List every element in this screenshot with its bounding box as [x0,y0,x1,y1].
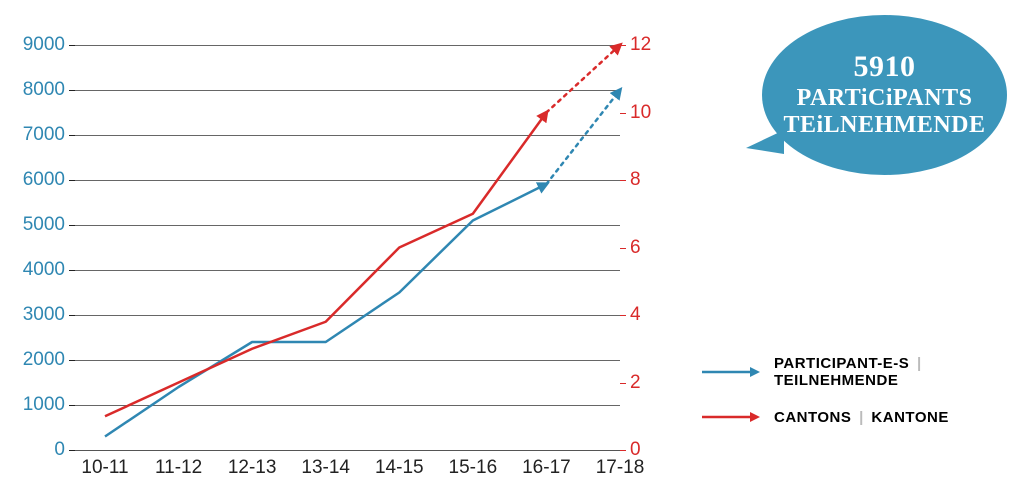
tick-mark [620,450,626,451]
series-cantons-projection [546,45,620,113]
y-left-tick-label: 3000 [10,304,65,326]
legend: PARTICIPANT-E-S | TEILNEHMENDE CANTONS | … [700,355,1032,445]
y-left-tick-label: 6000 [10,169,65,191]
callout-bubble-tail [746,130,784,154]
chart-lines [75,45,620,450]
y-right-tick-label: 8 [630,169,685,191]
y-left-tick-label: 2000 [10,349,65,371]
x-tick-label: 16-17 [522,457,571,479]
legend-item: CANTONS | KANTONE [700,407,1032,427]
tick-mark [69,450,75,451]
y-left-tick-label: 0 [10,439,65,461]
y-right-tick-label: 10 [630,102,685,124]
x-tick-label: 10-11 [81,457,128,479]
tick-mark [620,248,626,249]
legend-label: CANTONS | KANTONE [774,409,949,426]
x-tick-label: 17-18 [596,457,645,479]
x-tick-label: 13-14 [301,457,350,479]
tick-mark [620,45,626,46]
y-left-tick-label: 1000 [10,394,65,416]
x-tick-label: 12-13 [228,457,277,479]
callout-label-1: PARTiCiPANTS [797,85,973,113]
x-tick-label: 11-12 [155,457,202,479]
tick-mark [620,383,626,384]
legend-item: PARTICIPANT-E-S | TEILNEHMENDE [700,355,1032,389]
figure: 0100020003000400050006000700080009000 02… [0,0,1032,502]
callout-label-2: TEiLNEHMENDE [783,112,985,140]
y-left-tick-label: 8000 [10,79,65,101]
series-cantons-solid [105,113,546,417]
callout-bubble: 5910 PARTiCiPANTS TEiLNEHMENDE [762,15,1007,175]
y-right-tick-label: 12 [630,34,685,56]
y-left-tick-label: 5000 [10,214,65,236]
x-tick-label: 14-15 [375,457,424,479]
tick-mark [620,180,626,181]
x-tick-label: 15-16 [449,457,498,479]
legend-label: PARTICIPANT-E-S | TEILNEHMENDE [774,355,1032,389]
y-right-tick-label: 6 [630,237,685,259]
callout-value: 5910 [854,50,916,85]
y-right-tick-label: 4 [630,304,685,326]
y-right-tick-label: 2 [630,372,685,394]
y-left-tick-label: 9000 [10,34,65,56]
legend-arrow-icon [700,362,760,382]
gridline [75,450,620,451]
y-left-tick-label: 4000 [10,259,65,281]
series-participants-projection [546,90,620,184]
legend-arrow-icon [700,407,760,427]
chart: 0100020003000400050006000700080009000 02… [75,45,620,470]
tick-mark [620,113,626,114]
tick-mark [620,315,626,316]
series-participants-solid [105,184,546,436]
y-left-tick-label: 7000 [10,124,65,146]
